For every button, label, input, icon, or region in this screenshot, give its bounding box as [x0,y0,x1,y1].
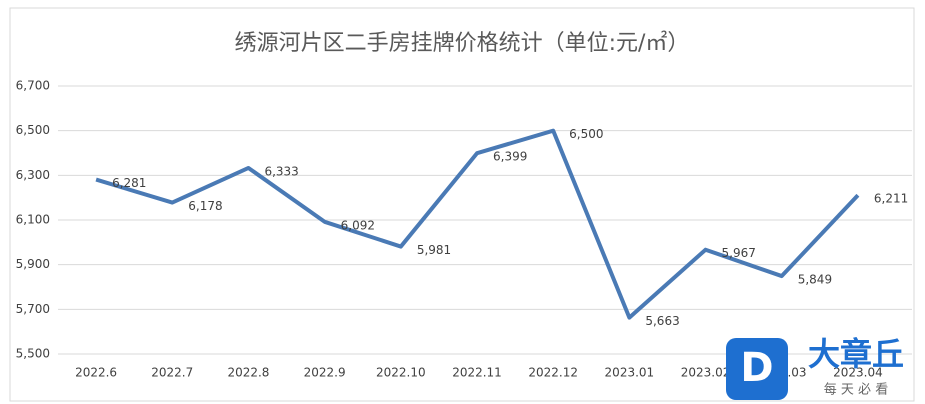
x-tick-label: 2022.9 [304,366,346,380]
data-label: 6,092 [341,218,375,232]
watermark-logo-letter: D [740,345,773,391]
data-label: 6,333 [264,164,298,178]
x-tick-label: 2022.7 [151,366,193,380]
y-tick-label: 6,700 [16,79,50,93]
data-label: 6,178 [188,199,222,213]
chart-frame [9,7,915,402]
x-tick-label: 2023.01 [605,366,655,380]
y-tick-label: 5,500 [16,347,50,361]
watermark: D 大章丘 每 天 必 看 [726,335,904,400]
data-label: 6,500 [569,127,603,141]
x-tick-label: 2023.04 [833,366,883,380]
watermark-title: 大章丘 [808,335,904,373]
y-tick-label: 5,700 [16,302,50,316]
y-tick-label: 6,500 [16,123,50,137]
data-label: 6,281 [112,176,146,190]
x-tick-label: 2022.12 [528,366,578,380]
chart-title: 绣源河片区二手房挂牌价格统计（单位:元/㎡） [235,30,690,56]
line [95,128,860,320]
y-tick-label: 6,100 [16,213,50,227]
x-tick-label: 2023.02 [681,366,731,380]
x-tick-label: 2022.11 [452,366,502,380]
y-tick-label: 5,900 [16,257,50,271]
plot: 5,500 5,700 5,900 6,100 6,300 6,500 6,700 2022.… [16,79,912,380]
data-label: 6,211 [874,192,908,206]
x-tick-label: 2022.8 [227,366,269,380]
data-label: 5,663 [645,314,679,328]
data-label: 5,981 [417,243,451,257]
y-tick-label: 6,300 [16,168,50,182]
data-label: 6,399 [493,150,527,164]
x-tick-label: 2022.6 [75,366,117,380]
data-label: 5,967 [722,246,756,260]
watermark-logo [726,338,788,400]
data-label: 5,849 [798,273,832,287]
watermark-subtitle: 每 天 必 看 [824,382,888,398]
x-tick-label: 2022.10 [376,366,426,380]
